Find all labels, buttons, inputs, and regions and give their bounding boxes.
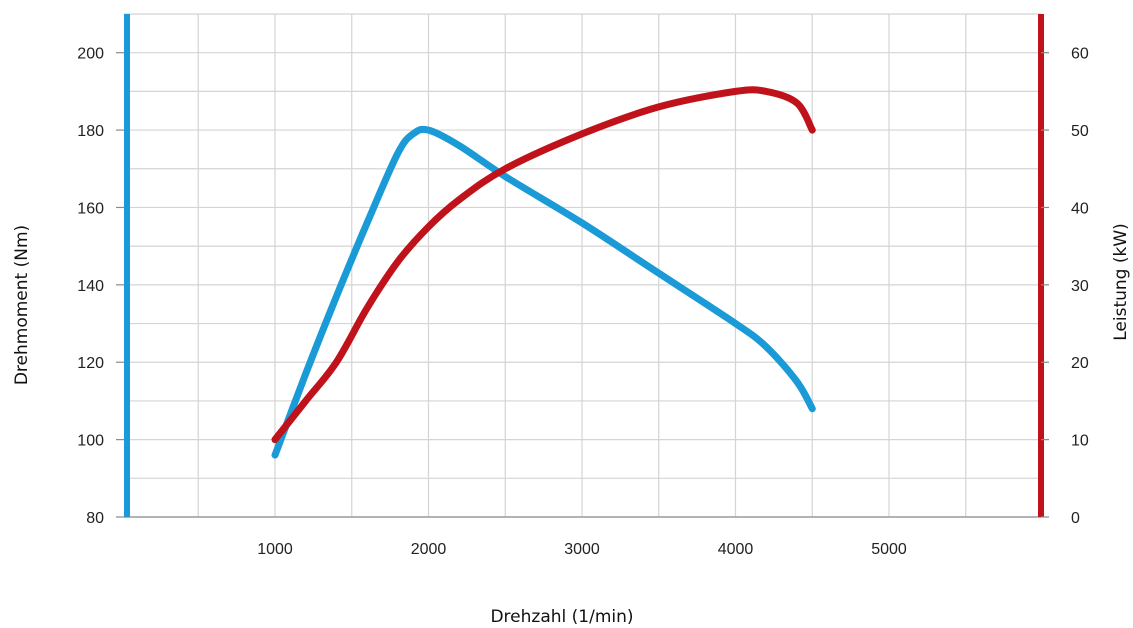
chart-axes (116, 14, 1049, 518)
y-left-tick-label: 120 (77, 355, 104, 372)
y-left-tick-label: 200 (77, 46, 104, 63)
data-series (271, 86, 816, 459)
y-left-tick-label: 140 (77, 278, 104, 295)
y-axis-right-label: Leistung (kW) (1111, 223, 1131, 341)
y-left-tick-label: 80 (86, 510, 104, 527)
x-axis-label: Drehzahl (1/min) (490, 607, 633, 627)
y-axis-left-label: Drehmoment (Nm) (12, 225, 32, 385)
y-left-tick-label: 100 (77, 433, 104, 450)
x-tick-label: 1000 (257, 541, 293, 558)
x-tick-label: 2000 (411, 541, 447, 558)
tick-labels: 1000 2000 3000 4000 500080100120140160180200… (77, 46, 1089, 558)
y-right-tick-label: 10 (1071, 433, 1089, 450)
y-right-tick-label: 30 (1071, 278, 1089, 295)
series-line-torque (271, 125, 816, 459)
y-right-tick-label: 50 (1071, 123, 1089, 140)
y-right-tick-label: 0 (1071, 510, 1080, 527)
y-right-tick-label: 60 (1071, 46, 1089, 63)
y-right-tick-label: 20 (1071, 355, 1089, 372)
y-left-tick-label: 180 (77, 123, 104, 140)
x-tick-label: 5000 (871, 541, 907, 558)
x-tick-label: 3000 (564, 541, 600, 558)
axis-titles: Drehzahl (1/min) Drehmoment (Nm) Leistun… (12, 223, 1131, 627)
y-right-tick-label: 40 (1071, 200, 1089, 217)
y-left-tick-label: 160 (77, 200, 104, 217)
series-line-power (271, 86, 816, 444)
chart-grid (124, 13, 1041, 517)
x-tick-label: 4000 (718, 541, 754, 558)
